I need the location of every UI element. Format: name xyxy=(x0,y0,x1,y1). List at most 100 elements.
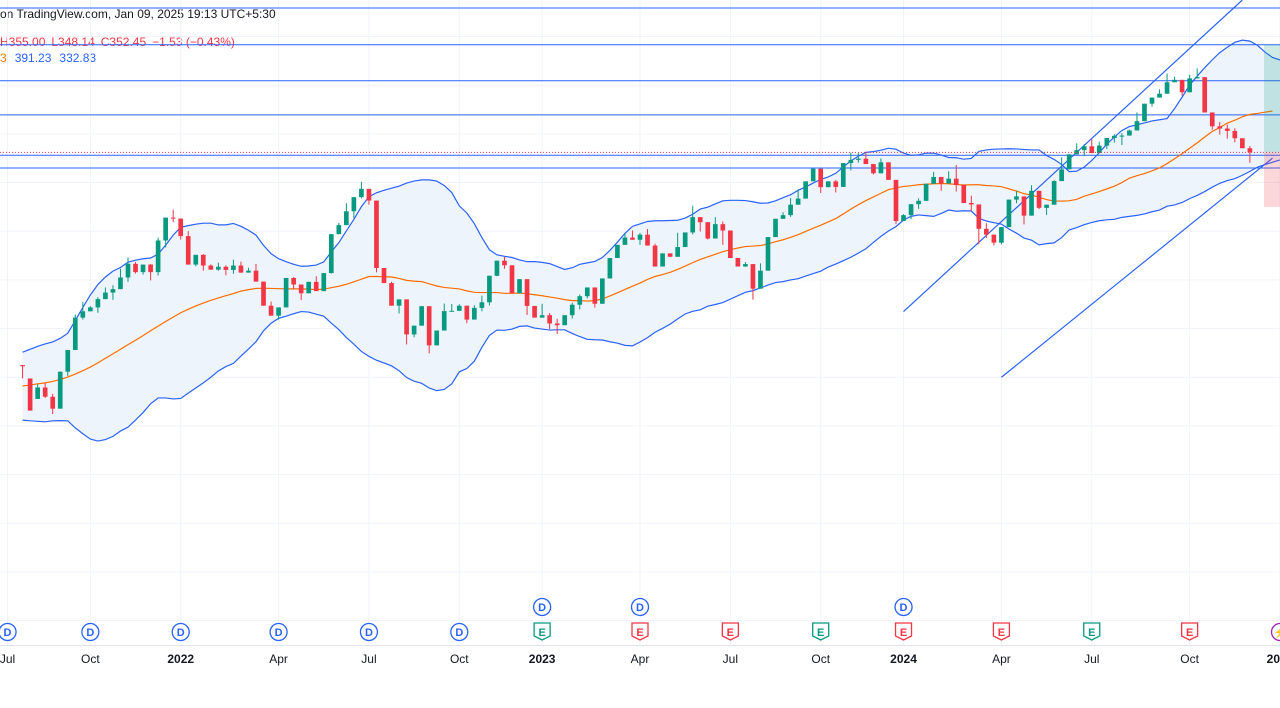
candle-body xyxy=(261,281,266,306)
marker-label: D xyxy=(455,627,463,639)
candle-body xyxy=(953,178,959,185)
candle-body xyxy=(517,279,522,294)
candle-body xyxy=(404,299,409,335)
candle-body xyxy=(547,315,552,324)
candle-body xyxy=(554,323,560,326)
candle-body xyxy=(923,183,929,201)
trend-lines xyxy=(903,0,1273,378)
candle-body xyxy=(961,184,967,203)
candle-body xyxy=(856,158,861,160)
candle-body xyxy=(976,204,982,229)
candle-body xyxy=(697,217,703,223)
candle-body xyxy=(803,181,808,199)
candle-body xyxy=(148,264,153,273)
candle-body xyxy=(216,266,221,270)
candle-body xyxy=(426,306,432,346)
candle-body xyxy=(396,299,402,306)
candle-body xyxy=(208,265,214,270)
candle-body xyxy=(185,236,191,265)
candle-body xyxy=(140,264,146,273)
x-tick-label: 2023 xyxy=(529,652,556,666)
candle-body xyxy=(1134,121,1140,131)
candle-body xyxy=(494,260,500,276)
candle-body xyxy=(833,181,839,187)
candle-body xyxy=(682,232,688,248)
candle-body xyxy=(434,330,440,346)
earnings-marker-icon xyxy=(721,622,740,641)
position-boxes xyxy=(1264,44,1280,207)
candle-body xyxy=(283,277,289,308)
candle-body xyxy=(441,311,447,331)
dividend-marker-icon xyxy=(630,597,650,617)
dividend-marker-icon xyxy=(450,622,469,642)
x-tick-label: Jul xyxy=(361,652,376,666)
dividend-marker-icon xyxy=(269,622,288,642)
dividend-marker-icon xyxy=(0,622,17,642)
candle-body xyxy=(788,204,793,216)
bollinger-legend: 3 391.23 332.83 xyxy=(0,51,104,65)
candle-body xyxy=(57,371,63,409)
candle-body xyxy=(95,299,101,308)
candle-body xyxy=(291,277,296,285)
marker-label: ⚡ xyxy=(1273,626,1280,639)
candle-body xyxy=(908,204,914,216)
candle-body xyxy=(80,311,86,318)
candle-body xyxy=(246,270,251,273)
candle-body xyxy=(103,292,108,300)
band-area xyxy=(22,40,1280,442)
ohlc-close: C352.45 xyxy=(100,35,147,49)
candle-body xyxy=(893,179,899,222)
candle-body xyxy=(336,225,342,235)
candle-body xyxy=(600,278,605,304)
earnings-marker-icon xyxy=(533,622,551,641)
band-upper-line xyxy=(22,39,1280,353)
x-tick-label: Apr xyxy=(992,652,1011,666)
candle-body xyxy=(592,287,598,304)
candle-body xyxy=(780,215,786,219)
candle-body xyxy=(1066,154,1072,170)
candle-body xyxy=(1014,196,1019,200)
candle-body xyxy=(1127,130,1132,136)
candle-body xyxy=(863,158,869,165)
earnings-marker-icon xyxy=(992,622,1011,641)
candle-body xyxy=(946,178,952,184)
candle-body xyxy=(502,260,507,266)
candle-body xyxy=(276,307,281,316)
target-zone xyxy=(1264,44,1280,153)
candle-body xyxy=(524,279,530,306)
x-tick-label: 2024 xyxy=(890,652,917,666)
candle-body xyxy=(27,378,33,411)
candle-body xyxy=(344,211,349,226)
dividend-marker-icon xyxy=(894,597,913,617)
source-line: on TradingView.com, Jan 09, 2025 19:13 U… xyxy=(0,7,276,21)
bollinger-band-fill xyxy=(22,40,1280,442)
time-axis[interactable]: Jul Oct 2022 Apr Jul Oct 2023 Apr Jul Oct 2024 Apr J… xyxy=(0,652,1280,666)
candles xyxy=(20,68,1253,415)
candle-body xyxy=(65,350,71,372)
ohlc-high: H355.00 xyxy=(0,35,46,49)
candle-body xyxy=(253,270,259,282)
candle-body xyxy=(871,164,876,174)
marker-label: D xyxy=(275,627,283,639)
candle-body xyxy=(389,283,394,306)
candle-body xyxy=(532,305,537,318)
marker-label: D xyxy=(4,627,12,639)
candle-body xyxy=(901,215,906,222)
candle-body xyxy=(1059,169,1064,182)
candle-body xyxy=(667,253,673,257)
band-lower-line xyxy=(22,159,1280,442)
candle-body xyxy=(359,188,364,198)
candle-body xyxy=(487,275,492,303)
candle-body xyxy=(652,245,658,267)
x-tick-label: 2025 xyxy=(1267,652,1280,666)
ohlc-change: −1.53 (−0.43%) xyxy=(152,35,235,49)
candle-body xyxy=(411,325,417,335)
candle-body xyxy=(1194,77,1200,79)
candle-body xyxy=(1096,145,1102,154)
dividend-marker-icon xyxy=(81,622,100,642)
candle-body xyxy=(20,365,25,367)
marker-label: E xyxy=(817,627,824,639)
candle-body xyxy=(1112,135,1117,139)
x-tick-label: Jul xyxy=(723,652,738,666)
